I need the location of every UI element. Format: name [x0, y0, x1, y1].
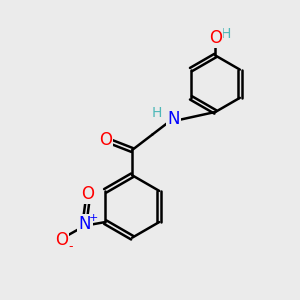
- Text: N: N: [79, 215, 91, 233]
- Text: H: H: [220, 27, 231, 41]
- Text: -: -: [69, 240, 73, 253]
- Text: H: H: [152, 106, 162, 120]
- Text: O: O: [55, 231, 68, 249]
- Text: +: +: [88, 213, 98, 223]
- Text: O: O: [209, 29, 222, 47]
- Text: O: O: [81, 185, 94, 203]
- Text: N: N: [167, 110, 180, 128]
- Text: O: O: [99, 131, 112, 149]
